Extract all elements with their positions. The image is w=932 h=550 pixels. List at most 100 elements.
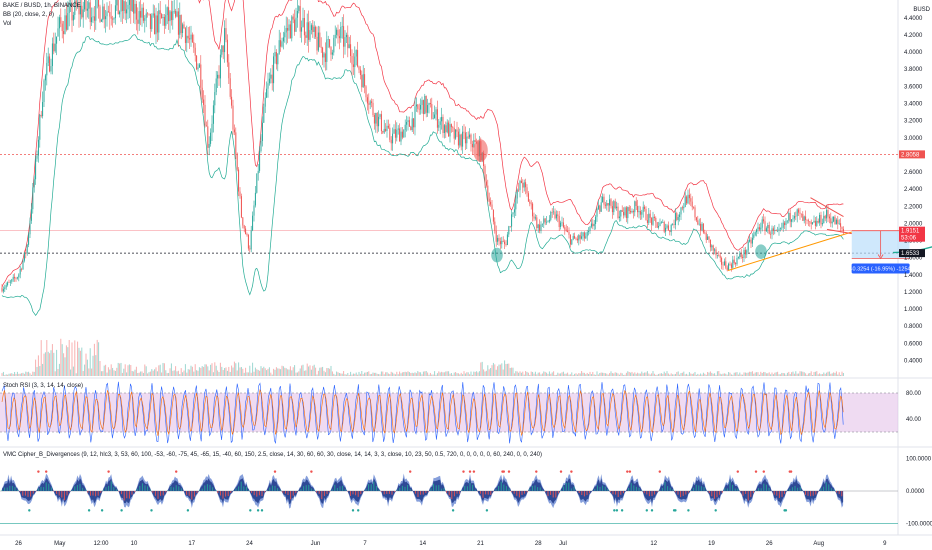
candle-body <box>452 127 454 128</box>
vmc-money-flow-bar <box>565 482 567 491</box>
time-tick: 24 <box>246 541 253 547</box>
volume-bar <box>768 372 770 376</box>
legend-symbol[interactable]: BAKE / BUSD, 1h, BINANCE <box>3 3 81 9</box>
candle-body <box>205 125 207 127</box>
vmc-money-flow-bar <box>539 487 541 491</box>
volume-bar <box>455 372 457 376</box>
time-axis[interactable]: 26May12:00101724Jun7142128Jul121926Aug91… <box>15 541 932 547</box>
volume-bar <box>322 366 324 376</box>
volume-bar <box>786 372 788 376</box>
volume-bar <box>785 374 787 376</box>
candle-body <box>525 182 527 188</box>
vmc-money-flow-bar <box>266 490 268 491</box>
volume-bar <box>288 369 290 376</box>
volume-bar <box>551 372 553 376</box>
vmc-money-flow-bar <box>199 489 201 491</box>
vmc-money-flow-bar <box>396 489 398 491</box>
legend-bb[interactable]: BB (20, close, 2, 0) <box>3 12 55 18</box>
legend-vol[interactable]: Vol <box>3 21 12 27</box>
candle-body <box>564 227 566 230</box>
volume-bar <box>511 367 513 376</box>
candle-body <box>737 257 739 259</box>
candle-body <box>806 219 808 221</box>
vmc-money-flow-bar <box>695 484 697 491</box>
volume-bar <box>282 366 284 376</box>
volume-bar <box>803 372 805 376</box>
candle-body <box>32 187 34 210</box>
volume-bar <box>739 372 741 376</box>
candle-body <box>65 15 67 30</box>
volume-bar <box>96 339 98 376</box>
candle-body <box>312 25 314 33</box>
candle-body <box>179 14 181 35</box>
volume-bar <box>754 372 756 376</box>
volume-bar <box>574 373 576 376</box>
vmc-signal-dot <box>186 509 190 512</box>
candle-body <box>36 155 38 159</box>
highlight-circle[interactable] <box>473 139 488 162</box>
volume-bar <box>2 371 4 376</box>
volume-bar <box>144 364 146 376</box>
highlight-circle[interactable] <box>755 244 767 259</box>
vmc-money-flow-bar <box>417 491 419 497</box>
vmc-money-flow-bar <box>617 491 619 497</box>
candle-body <box>106 11 108 17</box>
candle-body <box>770 233 772 235</box>
volume-bar <box>124 364 126 376</box>
wedge-upper-line[interactable] <box>810 197 844 217</box>
candle-body <box>439 121 441 125</box>
candle-body <box>443 125 445 134</box>
volume-bar <box>606 373 608 376</box>
candle-body <box>830 218 832 224</box>
highlight-circles[interactable] <box>473 139 767 263</box>
volume-bar <box>464 373 466 376</box>
vmc-signal-dot <box>351 509 355 512</box>
candle-body <box>296 10 298 18</box>
candle-body <box>561 222 563 224</box>
legend-vmc-label[interactable]: VMC Cipher_B_Divergences (9, 12, hlc3, 3… <box>3 452 543 458</box>
vmc-money-flow-bar <box>469 482 471 491</box>
horizontal-levels[interactable] <box>0 153 898 254</box>
candle-body <box>729 263 731 265</box>
vmc-money-flow-bar <box>568 482 570 491</box>
volume-bar <box>554 374 556 376</box>
support-trendline[interactable] <box>727 231 852 271</box>
volume-bar <box>403 372 405 376</box>
volume-bar <box>658 373 660 376</box>
volume-bar <box>382 371 384 376</box>
vmc-money-flow-bar <box>394 491 396 493</box>
vmc-money-flow-bar <box>630 482 632 491</box>
vmc-money-flow-bar <box>781 491 783 497</box>
vmc-money-flow-bar <box>92 491 94 496</box>
candle-body <box>420 104 422 110</box>
volume-bar <box>380 371 382 376</box>
vmc-money-flow-bar <box>466 486 468 491</box>
volume-bar <box>134 369 136 376</box>
measure-label-box[interactable] <box>851 263 910 274</box>
candle-body <box>347 34 349 49</box>
volume-bar <box>719 373 721 376</box>
volume-bar <box>498 364 500 376</box>
legend-stoch-label[interactable]: Stoch RSI (3, 3, 14, 14, close) <box>3 383 84 389</box>
wedge-lower-line[interactable] <box>826 228 852 235</box>
volume-bar <box>635 373 637 376</box>
vmc-money-flow-bar <box>139 485 141 491</box>
vmc-money-flow-bar <box>659 490 661 491</box>
volume-bar <box>355 372 357 376</box>
volume-bar <box>424 371 426 376</box>
volume-bar <box>289 366 291 376</box>
volume-bar <box>254 367 256 376</box>
stoch-tick: 40.00 <box>906 417 922 423</box>
price-axis[interactable]: BUSD4.40004.20004.00003.80003.60003.4000… <box>904 7 932 527</box>
volume-bar <box>623 374 625 376</box>
time-tick: 14 <box>419 541 426 547</box>
vmc-money-flow-bar <box>381 491 383 492</box>
volume-bar <box>162 362 164 376</box>
volume-bar <box>704 373 706 376</box>
candle-body <box>78 3 80 15</box>
volume-bar <box>789 374 791 376</box>
volume-bar <box>46 340 48 376</box>
highlight-circle[interactable] <box>491 247 503 263</box>
volume-bar <box>586 372 588 376</box>
